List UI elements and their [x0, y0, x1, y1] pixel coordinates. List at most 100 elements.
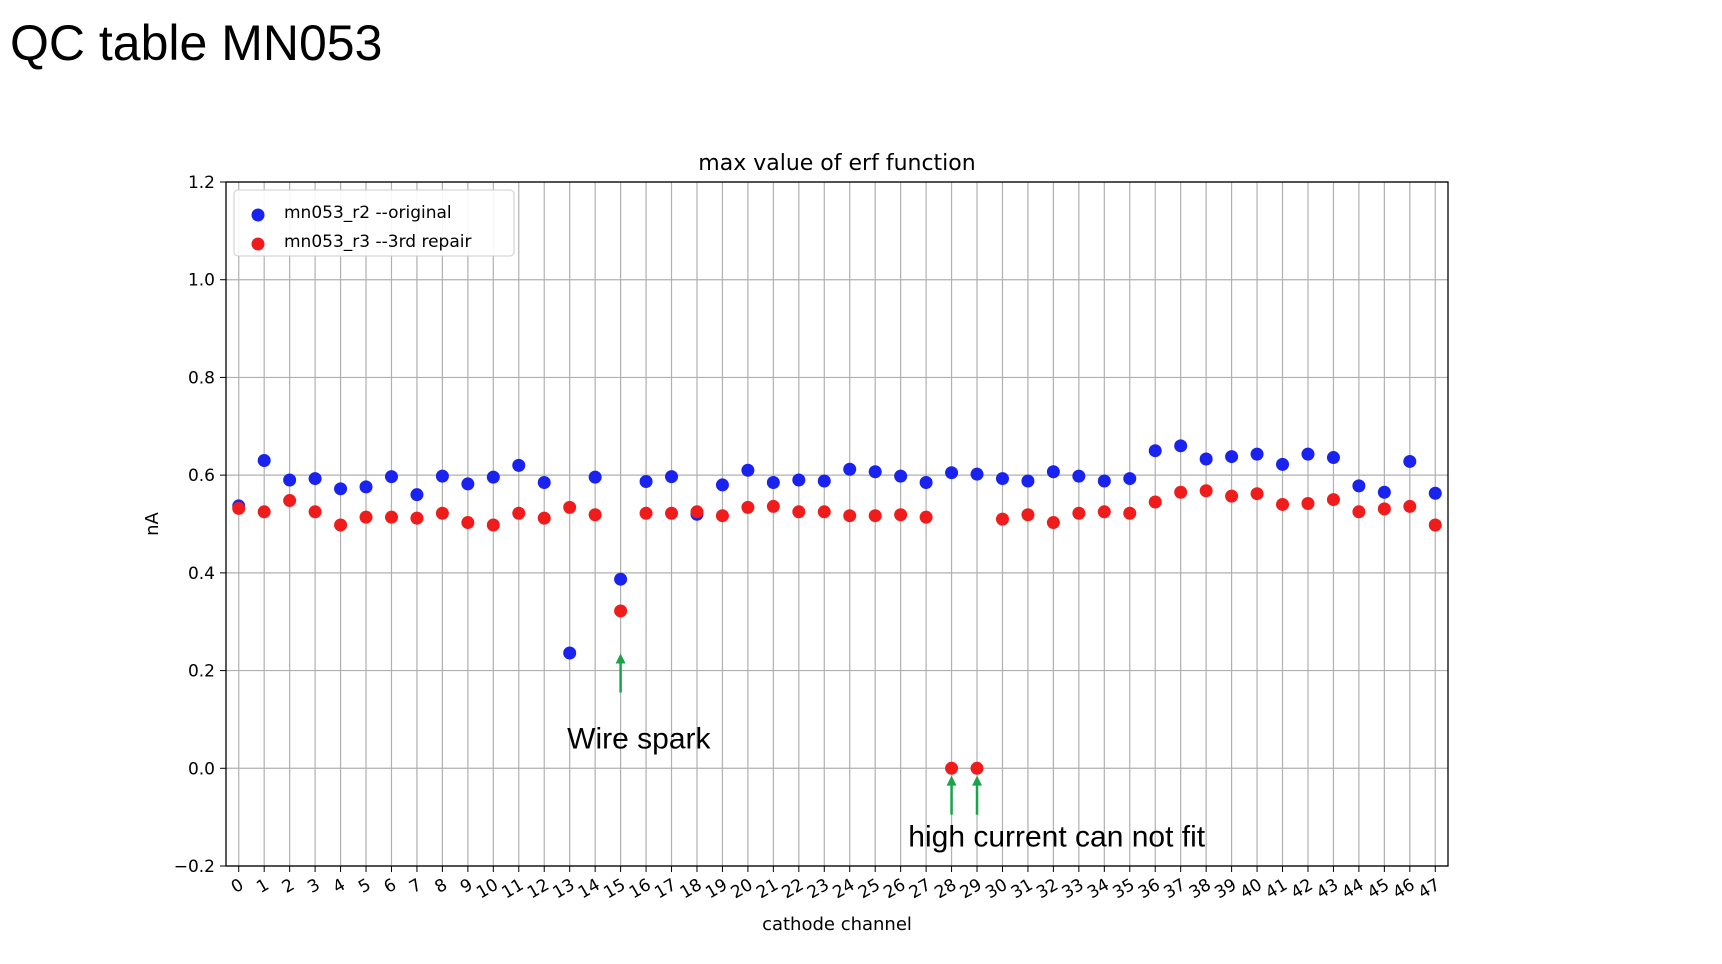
point-series-1 — [435, 506, 449, 520]
point-series-1 — [1021, 508, 1035, 522]
x-tick-label: 26 — [880, 875, 909, 903]
x-tick-label: 39 — [1211, 875, 1240, 903]
point-series-1 — [919, 510, 933, 524]
point-series-0 — [1072, 469, 1086, 483]
point-series-1 — [1046, 516, 1060, 530]
point-series-0 — [639, 474, 653, 488]
point-series-1 — [817, 505, 831, 519]
point-series-0 — [563, 646, 577, 660]
x-tick-label: 22 — [779, 875, 808, 903]
x-tick-label: 5 — [355, 875, 374, 898]
point-series-0 — [1276, 457, 1290, 471]
point-series-0 — [1148, 444, 1162, 458]
x-tick-label: 47 — [1415, 875, 1444, 903]
x-tick-label: 6 — [381, 875, 400, 898]
x-tick-label: 33 — [1059, 875, 1088, 903]
point-series-0 — [1097, 474, 1111, 488]
annotation-text-1: high current can not fit — [908, 820, 1206, 853]
x-tick-label: 14 — [575, 875, 604, 903]
x-tick-label: 38 — [1186, 875, 1215, 903]
point-series-1 — [945, 761, 959, 775]
point-series-1 — [359, 510, 373, 524]
point-series-0 — [461, 477, 475, 491]
point-series-0 — [1123, 472, 1137, 486]
x-tick-label: 27 — [906, 875, 935, 903]
annotation-arrow-head — [946, 775, 957, 786]
x-tick-label: 43 — [1313, 875, 1342, 903]
x-tick-label: 45 — [1364, 875, 1393, 903]
y-axis-label: nA — [142, 511, 163, 535]
y-tick-label: 0.6 — [188, 466, 215, 486]
point-series-0 — [1301, 447, 1315, 461]
y-axis: −0.2 0.0 0.2 0.4 0.6 0.8 1.0 1.2 — [174, 173, 226, 877]
y-tick-label: 0.2 — [188, 662, 215, 682]
point-series-1 — [894, 508, 908, 522]
legend-marker — [251, 237, 265, 251]
x-tick-label: 7 — [406, 875, 425, 898]
y-tick-label: 0.4 — [188, 564, 215, 584]
point-series-0 — [1225, 450, 1239, 464]
point-series-0 — [486, 470, 500, 484]
x-tick-label: 37 — [1160, 875, 1189, 903]
point-series-1 — [1072, 506, 1086, 520]
point-series-0 — [919, 475, 933, 489]
point-series-1 — [537, 511, 551, 525]
x-tick-label: 0 — [228, 875, 247, 898]
y-tick-label: 1.2 — [188, 173, 215, 193]
x-tick-label: 41 — [1262, 875, 1291, 903]
x-tick-label: 3 — [304, 875, 323, 898]
x-tick-label: 23 — [804, 875, 833, 903]
point-series-1 — [512, 506, 526, 520]
x-tick-label: 8 — [432, 875, 451, 898]
annotation-arrow-head — [972, 775, 983, 786]
point-series-1 — [1301, 496, 1315, 510]
x-tick-label: 13 — [549, 875, 578, 903]
x-tick-label: 19 — [702, 875, 731, 903]
x-tick-label: 32 — [1033, 875, 1062, 903]
y-tick-label: −0.2 — [174, 857, 215, 877]
point-series-1 — [995, 512, 1009, 526]
point-series-1 — [283, 494, 297, 508]
x-tick-label: 21 — [753, 875, 782, 903]
data-points — [232, 439, 1442, 775]
point-series-1 — [1148, 495, 1162, 509]
point-series-0 — [614, 572, 628, 586]
point-series-0 — [1174, 439, 1188, 453]
annotations: Wire spark high current can not fit — [567, 653, 1206, 853]
point-series-0 — [410, 488, 424, 502]
point-series-1 — [334, 518, 348, 532]
x-tick-label: 42 — [1288, 875, 1317, 903]
x-tick-label: 20 — [728, 875, 757, 903]
x-tick-label: 25 — [855, 875, 884, 903]
point-series-1 — [308, 505, 322, 519]
point-series-1 — [563, 500, 577, 514]
point-series-1 — [257, 505, 271, 519]
point-series-1 — [588, 508, 602, 522]
point-series-1 — [1199, 484, 1213, 498]
point-series-1 — [1225, 489, 1239, 503]
point-series-0 — [868, 465, 882, 479]
y-tick-label: 0.0 — [188, 759, 215, 779]
point-series-0 — [1377, 485, 1391, 499]
x-tick-label: 24 — [829, 875, 858, 903]
point-series-1 — [614, 604, 628, 618]
annotation-arrow-head — [615, 653, 626, 664]
point-series-1 — [715, 509, 729, 523]
point-series-0 — [1326, 451, 1340, 465]
point-series-1 — [1352, 505, 1366, 519]
point-series-0 — [792, 473, 806, 487]
point-series-1 — [410, 511, 424, 525]
point-series-0 — [334, 482, 348, 496]
annotation-text-0: Wire spark — [567, 723, 711, 756]
point-series-1 — [639, 506, 653, 520]
point-series-1 — [868, 509, 882, 523]
point-series-1 — [1403, 499, 1417, 513]
slide-title: QC table MN053 — [10, 15, 383, 71]
point-series-1 — [792, 505, 806, 519]
point-series-0 — [1403, 454, 1417, 468]
point-series-1 — [741, 500, 755, 514]
x-tick-label: 4 — [330, 875, 349, 898]
x-tick-label: 44 — [1339, 875, 1368, 903]
point-series-1 — [1174, 485, 1188, 499]
